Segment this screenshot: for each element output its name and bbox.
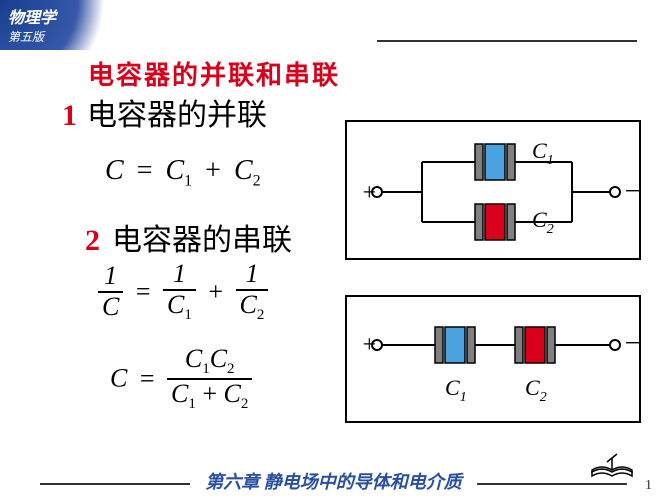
series-circuit-diagram: + − C1 C2 (345, 295, 641, 423)
page-number: 1 (645, 478, 652, 494)
minus-terminal: − (623, 176, 642, 207)
section2-label: 电容器的串联 (112, 224, 292, 257)
chapter-footer: 第六章 静电场中的导体和电介质 (0, 468, 667, 494)
series-product-formula: C = C1C2 C1 + C2 (110, 345, 252, 412)
section1-label: 电容器的并联 (87, 99, 267, 132)
plus-terminal: + (361, 332, 377, 358)
minus-terminal: − (623, 328, 642, 359)
svg-text:C2: C2 (532, 207, 554, 237)
section2-heading: 2 电容器的串联 (85, 215, 292, 259)
section1-number: 1 (62, 99, 77, 132)
section2-number: 2 (85, 224, 100, 257)
svg-text:C1: C1 (445, 375, 467, 405)
parallel-formula: C = C1 + C2 (105, 155, 261, 191)
svg-text:C2: C2 (525, 375, 547, 405)
series-reciprocal-formula: 1C = 1C1 + 1C2 (98, 260, 268, 323)
book-badge: 物理学 第五版 (0, 0, 120, 50)
page-title: 电容器的并联和串联 (88, 55, 340, 92)
plus-terminal: + (361, 180, 377, 206)
book-title: 物理学 (8, 4, 112, 28)
parallel-circuit-diagram: + − C1 C2 (345, 120, 641, 260)
svg-text:C1: C1 (532, 138, 554, 168)
book-edition: 第五版 (8, 28, 112, 45)
top-divider (377, 40, 637, 42)
section1-heading: 1 电容器的并联 (62, 90, 267, 134)
